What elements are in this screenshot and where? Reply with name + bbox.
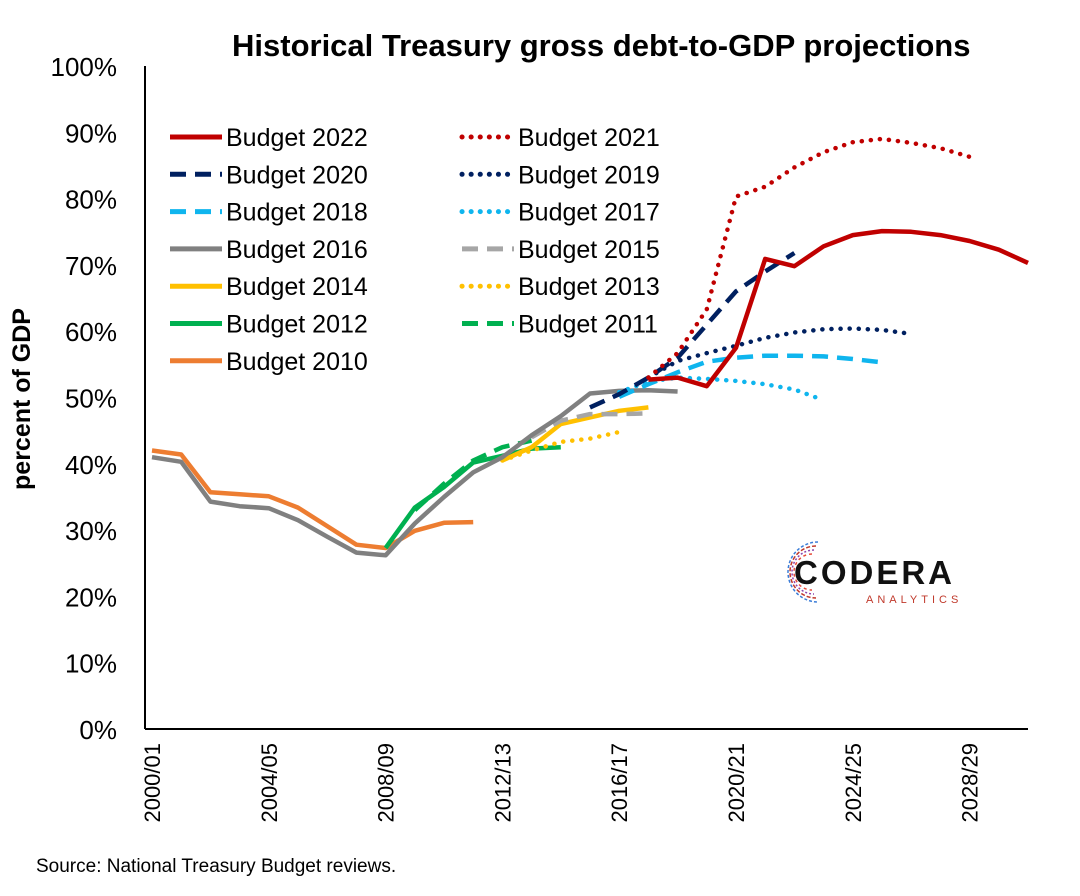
legend-item: Budget 2011 xyxy=(462,311,658,339)
series-line-budget-2015 xyxy=(530,411,649,440)
series-line-budget-2010 xyxy=(151,448,474,551)
y-tick-label: 100% xyxy=(51,52,118,82)
y-tick-label: 40% xyxy=(65,450,117,480)
y-tick-label: 70% xyxy=(65,251,117,281)
legend-item: Budget 2022 xyxy=(170,124,368,152)
legend-label: Budget 2020 xyxy=(226,161,368,189)
series-line-budget-2022 xyxy=(648,228,1029,389)
legend-label: Budget 2022 xyxy=(226,124,368,152)
series-line-budget-2019 xyxy=(646,326,914,380)
x-tick-label: 2000/01 xyxy=(140,743,165,823)
legend-item: Budget 2018 xyxy=(170,199,368,227)
y-tick-label: 10% xyxy=(65,649,117,679)
x-axis: 2000/01 2004/05 2008/09 2012/13 2016/17 2020/… xyxy=(140,728,1028,823)
legend-label: Budget 2021 xyxy=(518,124,660,152)
logo-tagline: ANALYTICS xyxy=(866,594,963,606)
y-tick-label: 30% xyxy=(65,516,117,546)
x-tick-label: 2028/29 xyxy=(958,743,983,823)
legend-label: Budget 2017 xyxy=(518,199,660,227)
legend-label: Budget 2013 xyxy=(518,273,660,301)
y-tick-label: 80% xyxy=(65,185,117,215)
series-line-budget-2016 xyxy=(151,387,678,558)
series-line-budget-2020 xyxy=(589,251,796,410)
legend-item: Budget 2017 xyxy=(459,199,660,227)
legend-item: Budget 2020 xyxy=(170,161,368,189)
y-tick-label: 0% xyxy=(79,715,117,745)
x-tick-label: 2020/21 xyxy=(724,743,749,823)
logo-swirl-icon xyxy=(787,541,819,603)
series-line-budget-2013 xyxy=(500,429,622,463)
series-line-budget-2018 xyxy=(618,353,883,399)
legend-label: Budget 2010 xyxy=(226,348,368,376)
x-tick-label: 2024/25 xyxy=(841,743,866,823)
series-line-budget-2021 xyxy=(646,136,972,380)
logo-wordmark: CODERA xyxy=(794,554,956,591)
legend-label: Budget 2014 xyxy=(226,273,368,301)
legend-item: Budget 2014 xyxy=(170,273,368,301)
x-tick-label: 2008/09 xyxy=(374,743,399,823)
chart-title: Historical Treasury gross debt-to-GDP pr… xyxy=(232,28,971,63)
legend: Budget 2022 Budget 2021 Budget 2020 Budget … xyxy=(170,124,660,376)
y-axis-label: percent of GDP xyxy=(8,308,36,490)
source-note: Source: National Treasury Budget reviews… xyxy=(36,856,397,877)
legend-label: Budget 2015 xyxy=(518,236,660,264)
y-tick-label: 20% xyxy=(65,582,117,612)
y-tick-label: 60% xyxy=(65,317,117,347)
legend-label: Budget 2012 xyxy=(226,311,368,339)
legend-item: Budget 2013 xyxy=(459,273,660,301)
y-tick-label: 90% xyxy=(65,118,117,148)
legend-item: Budget 2021 xyxy=(459,124,660,152)
legend-item: Budget 2016 xyxy=(170,236,368,264)
x-tick-label: 2016/17 xyxy=(607,743,632,823)
legend-label: Budget 2019 xyxy=(518,161,660,189)
legend-item: Budget 2010 xyxy=(170,348,368,376)
legend-label: Budget 2011 xyxy=(518,311,658,339)
legend-label: Budget 2018 xyxy=(226,199,368,227)
legend-item: Budget 2019 xyxy=(459,161,660,189)
codera-logo: CODERA ANALYTICS xyxy=(774,534,984,610)
y-tick-label: 50% xyxy=(65,384,117,414)
y-axis: 0% 10% 20% 30% 40% 50% 60% 70% 80% 90% 100% xyxy=(51,52,146,745)
x-tick-label: 2012/13 xyxy=(490,743,515,823)
x-tick-label: 2004/05 xyxy=(257,743,282,823)
legend-item: Budget 2015 xyxy=(462,236,660,264)
series-line-budget-2014 xyxy=(501,405,649,463)
legend-item: Budget 2012 xyxy=(170,311,368,339)
legend-label: Budget 2016 xyxy=(226,236,368,264)
series-lines xyxy=(151,136,1029,558)
